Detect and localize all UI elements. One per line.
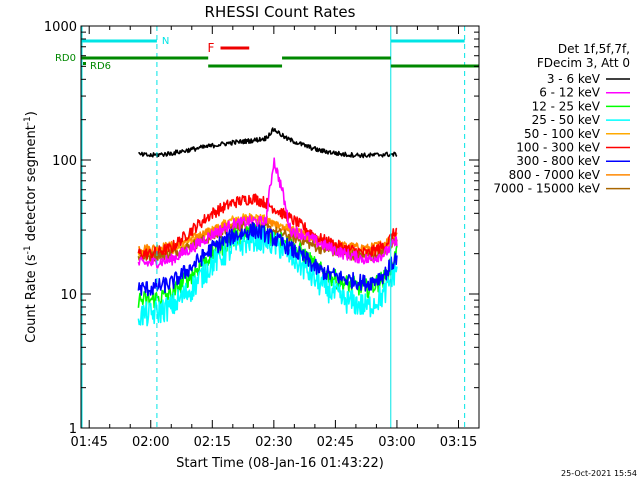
x-tick-label: 03:15 — [440, 435, 477, 450]
series-line — [137, 225, 398, 327]
series-line — [137, 221, 398, 297]
legend-header-line-1: Det 1f,5f,7f, — [558, 42, 630, 56]
y-axis-label: Count Rate (s-1 detector segment-1) — [23, 111, 39, 343]
x-tick-label: 02:45 — [317, 435, 354, 450]
plot-frame — [80, 25, 480, 429]
legend-entry-label: 25 - 50 keV — [532, 113, 601, 127]
legend-entry-label: 100 - 300 keV — [516, 141, 600, 155]
x-tick-label: 02:30 — [255, 435, 292, 450]
legend-entry-label: 3 - 6 keV — [547, 72, 601, 86]
x-axis-label: Start Time (08-Jan-16 01:43:22) — [176, 456, 384, 471]
overlay-layer: N RD0 RD6 F — [55, 26, 479, 428]
series-layer — [137, 127, 398, 327]
legend-entry-label: 50 - 100 keV — [524, 127, 601, 141]
x-tick-label: 02:00 — [132, 435, 169, 450]
x-tick-label: 02:15 — [194, 435, 231, 450]
legend-entry-label: 800 - 7000 keV — [509, 168, 601, 182]
flare-label: F — [208, 41, 215, 55]
rd6-label: RD6 — [90, 61, 111, 72]
y-tick-label: 10 — [60, 288, 77, 303]
x-tick-label: 03:00 — [378, 435, 415, 450]
chart-title: RHESSI Count Rates — [205, 3, 356, 21]
x-tick-label: 01:45 — [70, 435, 107, 450]
night-label: N — [162, 36, 169, 47]
series-line — [138, 127, 398, 159]
series-line — [137, 221, 398, 263]
axis-layer: 01:45 02:00 02:15 02:30 02:45 03:00 03:15 1 10 10… — [44, 20, 480, 450]
footer-date: 25-Oct-2021 15:54 — [561, 469, 637, 478]
legend-entry-label: 6 - 12 keV — [539, 86, 601, 100]
y-tick-label: 1000 — [44, 20, 77, 35]
series-line — [137, 157, 398, 269]
legend-entry-label: 300 - 800 keV — [516, 154, 600, 168]
y-tick-label: 1 — [69, 422, 77, 437]
rd6-marker — [83, 62, 86, 65]
legend-header-line-2: FDecim 3, Att 0 — [537, 56, 630, 70]
y-tick-label: 100 — [52, 154, 77, 169]
legend-entry-label: 7000 - 15000 keV — [493, 182, 600, 196]
rd0-label: RD0 — [55, 53, 76, 64]
legend-entry-label: 12 - 25 keV — [532, 99, 601, 113]
